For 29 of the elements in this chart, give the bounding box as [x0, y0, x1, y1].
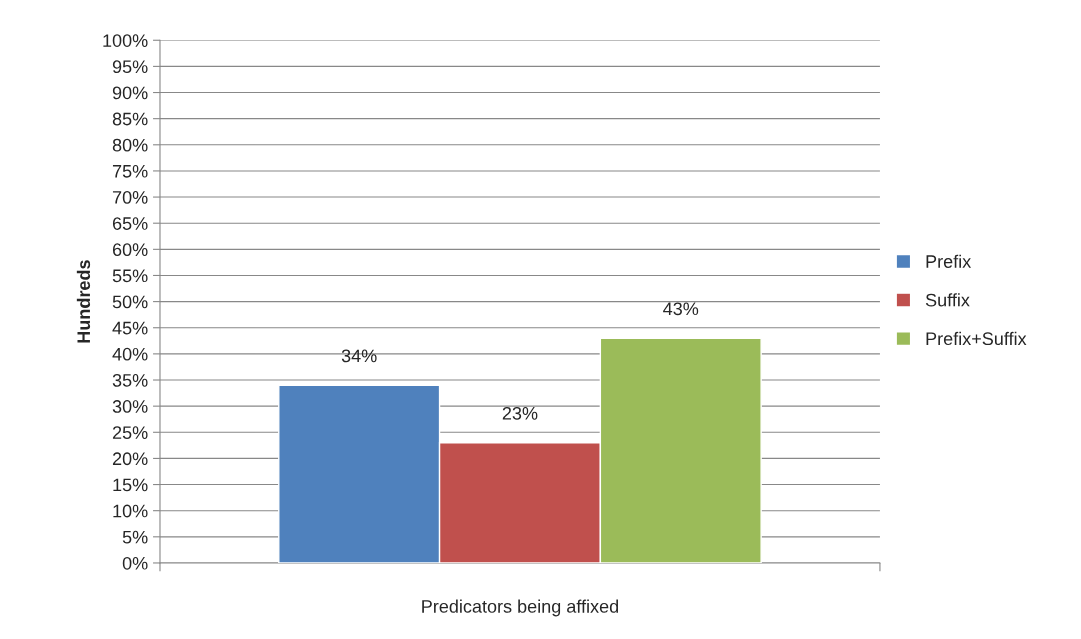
data-label: 34%	[341, 349, 377, 363]
y-tick-label: 15%	[113, 478, 148, 492]
y-axis-title: Hundreds	[76, 260, 91, 343]
y-tick-label: 45%	[112, 321, 148, 335]
y-tick-label: 90%	[112, 86, 148, 100]
y-tick-label: 20%	[112, 452, 148, 466]
data-label: 43%	[663, 302, 699, 316]
y-tick-label: 0%	[122, 556, 148, 570]
y-tick-label: 100%	[103, 34, 148, 47]
y-tick-label: 25%	[112, 426, 148, 439]
y-tick-label: 80%	[112, 138, 148, 152]
y-tick-label: 50%	[112, 295, 148, 309]
y-tick-label: 70%	[112, 191, 148, 204]
y-tick-label: 55%	[112, 269, 148, 283]
y-tick-label: 35%	[112, 373, 148, 387]
legend-label: Prefix	[926, 254, 972, 268]
legend-label: Prefix+Suffix	[926, 331, 1027, 346]
y-tick-label: 65%	[112, 217, 148, 230]
y-tick-label: 75%	[112, 164, 148, 178]
y-tick-label: 95%	[112, 60, 148, 74]
y-tick-label: 5%	[122, 530, 148, 544]
y-tick-label: 40%	[112, 347, 148, 361]
y-tick-label: 30%	[112, 400, 148, 413]
x-tick-label: Predicators being affixed	[422, 599, 619, 617]
y-tick-label: 60%	[112, 243, 148, 257]
legend-label: Suffix	[925, 293, 970, 307]
y-tick-label: 10%	[113, 504, 148, 518]
y-tick-label: 85%	[112, 112, 148, 126]
data-label: 23%	[502, 406, 538, 420]
